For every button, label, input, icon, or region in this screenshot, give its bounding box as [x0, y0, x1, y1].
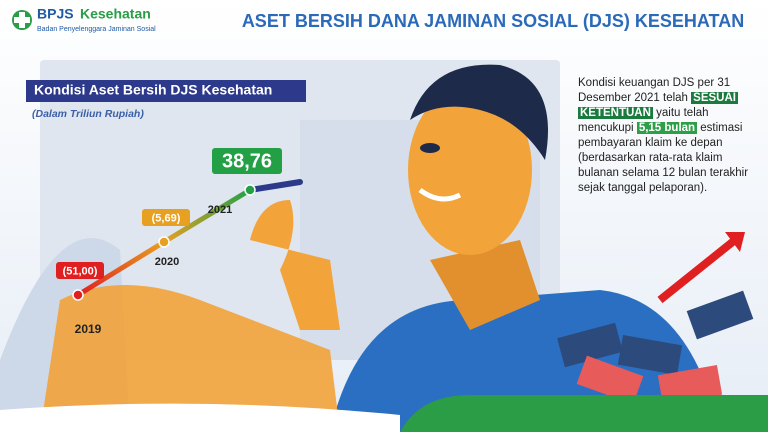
description: Kondisi keuangan DJS per 31 Desember 202… [578, 76, 760, 196]
category-label: 2021 [208, 204, 232, 216]
highlight-text: 5,15 bulan [636, 122, 698, 134]
logo-name-2: Kesehatan [80, 6, 151, 22]
point [244, 184, 256, 196]
value-label: (5,69) [152, 212, 181, 224]
value-label-box [142, 208, 190, 226]
value-label-box [56, 262, 104, 279]
person-illustration [40, 64, 720, 432]
logo-name: BPJS [37, 6, 74, 22]
chart-subtitle: (Dalam Triliun Rupiah) [32, 108, 144, 120]
point [158, 236, 170, 248]
category-label: 2019 [75, 322, 102, 336]
bottom-band [400, 395, 768, 432]
logo: BPJS Kesehatan Badan Penyelenggara Jamin… [12, 6, 156, 33]
description-text: Kondisi keuangan DJS per 31 Desember 202… [578, 77, 731, 104]
page-title: ASET BERSIH DANA JAMINAN SOSIAL (DJS) KE… [242, 11, 744, 31]
chart-title-box [26, 80, 306, 102]
description-text: estimasi pembayaran klaim ke depan (berd… [578, 122, 749, 194]
chart-title: Kondisi Aset Bersih DJS Kesehatan [34, 82, 272, 98]
category-label: 2020 [155, 256, 179, 268]
bottom-wave [0, 403, 400, 432]
pen [247, 179, 303, 193]
chart: (51,00) 2019 (5,69) 2020 38,76 2021 [56, 148, 303, 336]
value-label: 38,76 [222, 150, 272, 172]
point [72, 289, 84, 301]
money-illustration [557, 232, 754, 405]
value-label-box [212, 148, 282, 174]
value-label: (51,00) [63, 265, 98, 277]
description-text: yaitu telah mencukupi [578, 107, 709, 134]
logo-tagline: Badan Penyelenggara Jaminan Sosial [37, 26, 156, 33]
